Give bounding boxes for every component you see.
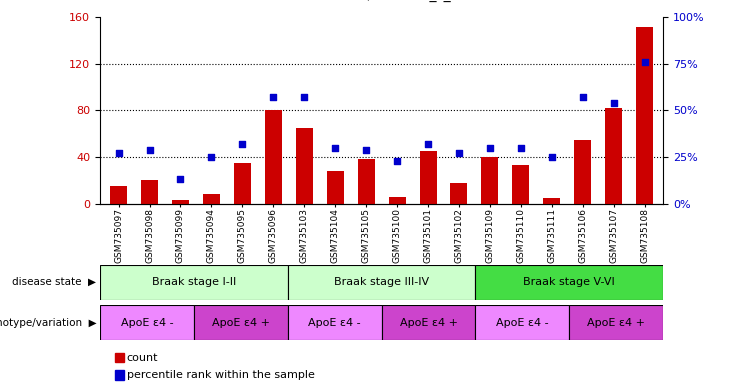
Bar xyxy=(636,26,653,204)
Point xyxy=(546,154,558,160)
Point xyxy=(484,145,496,151)
Bar xyxy=(605,108,622,204)
Bar xyxy=(100,305,194,340)
Point xyxy=(299,94,310,101)
Bar xyxy=(327,171,344,204)
Point xyxy=(639,59,651,65)
Text: count: count xyxy=(127,353,159,363)
Bar xyxy=(388,197,405,204)
Text: Braak stage III-IV: Braak stage III-IV xyxy=(334,277,429,287)
Bar xyxy=(288,265,476,300)
Text: disease state  ▶: disease state ▶ xyxy=(13,277,96,287)
Bar xyxy=(194,305,288,340)
Point xyxy=(329,145,341,151)
Point xyxy=(268,94,279,101)
Text: Braak stage V-VI: Braak stage V-VI xyxy=(523,277,615,287)
Bar xyxy=(543,198,560,204)
Bar xyxy=(569,305,663,340)
Bar xyxy=(115,370,124,379)
Bar xyxy=(110,186,127,204)
Bar xyxy=(382,305,476,340)
Bar xyxy=(476,305,569,340)
Point xyxy=(391,157,403,164)
Point xyxy=(576,94,588,101)
Bar xyxy=(482,157,499,204)
Point xyxy=(608,100,619,106)
Bar xyxy=(574,139,591,204)
Bar xyxy=(451,182,468,204)
Text: ApoE ε4 +: ApoE ε4 + xyxy=(212,318,270,328)
Bar xyxy=(358,159,375,204)
Point xyxy=(515,145,527,151)
Bar xyxy=(265,111,282,204)
Text: Braak stage I-II: Braak stage I-II xyxy=(152,277,236,287)
Bar xyxy=(115,353,124,362)
Bar xyxy=(203,194,220,204)
Point xyxy=(422,141,434,147)
Bar xyxy=(141,180,158,204)
Bar xyxy=(100,265,288,300)
Text: ApoE ε4 -: ApoE ε4 - xyxy=(308,318,361,328)
Text: ApoE ε4 +: ApoE ε4 + xyxy=(588,318,645,328)
Bar xyxy=(288,305,382,340)
Bar xyxy=(172,200,189,204)
Point xyxy=(113,150,124,156)
Text: genotype/variation  ▶: genotype/variation ▶ xyxy=(0,318,96,328)
Text: ApoE ε4 -: ApoE ε4 - xyxy=(121,318,173,328)
Point xyxy=(236,141,248,147)
Point xyxy=(360,146,372,152)
Point xyxy=(175,176,187,182)
Point xyxy=(144,146,156,152)
Bar xyxy=(296,128,313,204)
Point xyxy=(205,154,217,160)
Bar xyxy=(476,265,663,300)
Text: ApoE ε4 -: ApoE ε4 - xyxy=(496,318,549,328)
Text: GDS4135 / 200836_s_at: GDS4135 / 200836_s_at xyxy=(298,0,465,2)
Bar xyxy=(419,151,436,204)
Text: percentile rank within the sample: percentile rank within the sample xyxy=(127,370,315,380)
Bar xyxy=(234,163,251,204)
Text: ApoE ε4 +: ApoE ε4 + xyxy=(399,318,457,328)
Bar xyxy=(512,165,529,204)
Point xyxy=(453,150,465,156)
